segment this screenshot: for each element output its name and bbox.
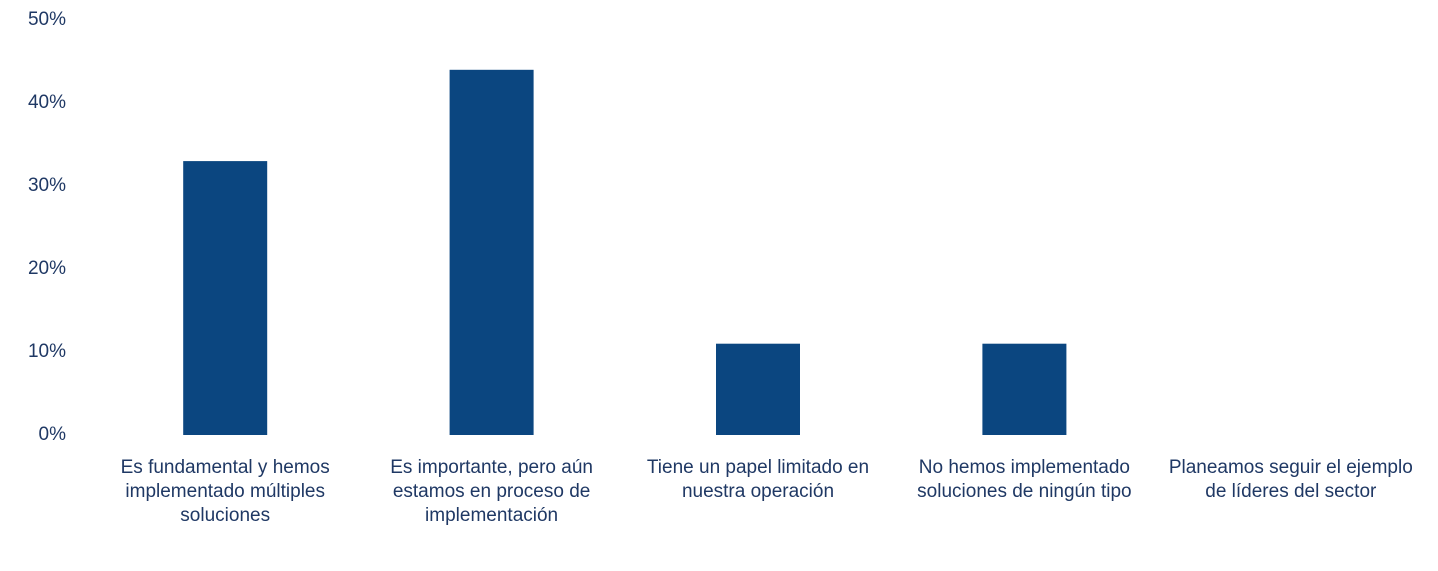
bar (449, 69, 534, 436)
x-tick-label: Es fundamental y hemos implementado múlt… (120, 457, 330, 526)
bar (716, 343, 800, 435)
y-tick-label: 40% (28, 92, 66, 113)
bar (982, 343, 1067, 435)
x-tick-label: Planeamos seguir el ejemplo de líderes d… (1168, 457, 1413, 502)
y-tick-label: 0% (39, 424, 67, 445)
bar (183, 161, 268, 435)
x-tick-label: Es importante, pero aún estamos en proce… (390, 457, 593, 526)
x-tick-label: No hemos implementado soluciones de ning… (917, 457, 1132, 502)
x-tick-label: Tiene un papel limitado en nuestra opera… (646, 457, 870, 502)
y-tick-label: 10% (28, 341, 66, 362)
y-tick-label: 50% (28, 9, 66, 30)
y-tick-label: 20% (28, 258, 66, 279)
y-tick-label: 30% (28, 175, 66, 196)
